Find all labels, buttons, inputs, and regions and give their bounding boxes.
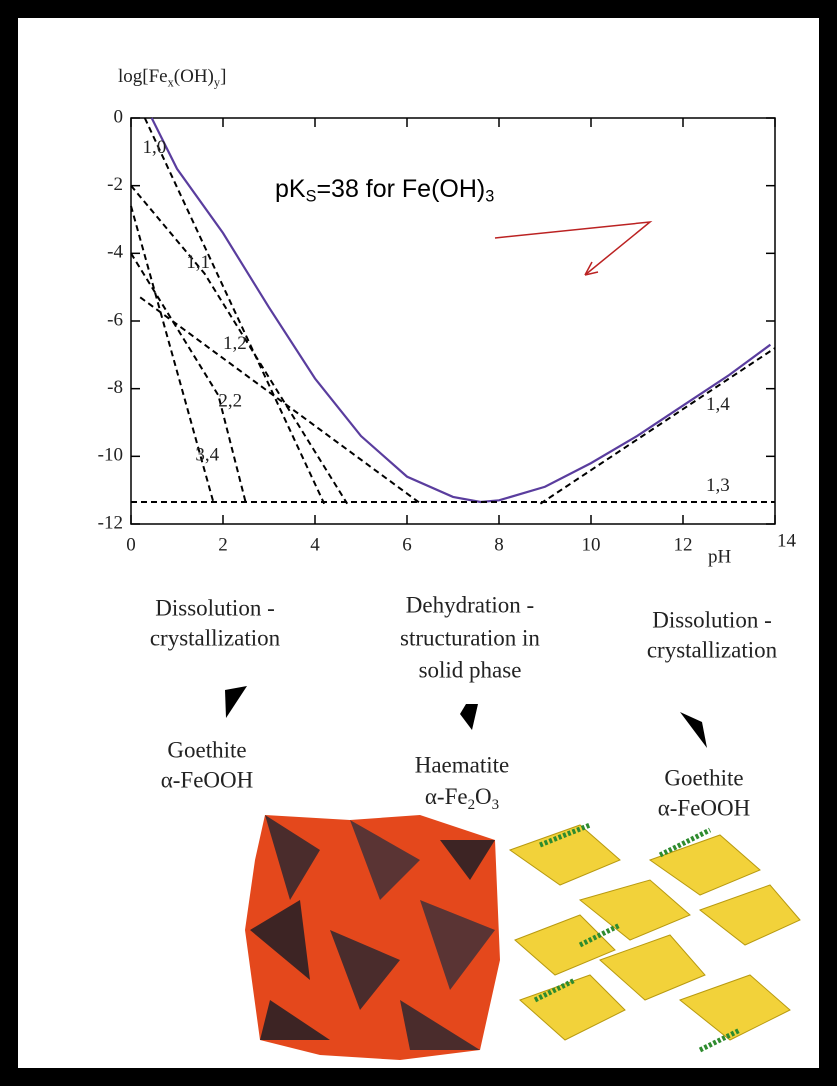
line-label: 1,2 [223, 333, 247, 354]
product-text: α-FeOOH [658, 795, 751, 820]
line-label: 1,4 [706, 394, 730, 415]
process-text: Dissolution - [652, 607, 771, 632]
process-text: structuration in [400, 625, 540, 650]
solubility-curve [150, 117, 772, 504]
subscript: 3 [485, 188, 494, 206]
arrow-head [584, 271, 599, 276]
process-text: crystallization [150, 625, 281, 650]
x-axis-label: pH [708, 546, 732, 567]
arrow-head [584, 261, 593, 276]
haematite-structure [245, 815, 500, 1060]
y-axis-label: log[Fex(OH)y] [118, 66, 226, 89]
dashed-line [130, 252, 247, 504]
text-part: (OH) [174, 66, 214, 87]
text-part: log[Fe [118, 66, 168, 87]
arrow [225, 686, 247, 718]
line-label: 2,2 [218, 391, 242, 412]
y-tick-label: -2 [107, 174, 123, 195]
product-text: α-FeOOH [161, 767, 254, 792]
y-tick-label: -6 [107, 309, 123, 330]
x-tick-label: 12 [674, 534, 693, 555]
dashed-line [139, 296, 422, 505]
dashed-line [539, 347, 776, 505]
dashed-line [130, 185, 349, 505]
subscript: S [306, 188, 317, 206]
x-tick-label: 14 [777, 530, 797, 551]
y-tick-label: -4 [107, 242, 123, 263]
process-text: Dehydration - [406, 592, 534, 617]
y-tick-label: 0 [114, 106, 124, 127]
subscript: x [168, 76, 175, 90]
subscript: 3 [492, 797, 499, 813]
x-tick-label: 2 [218, 534, 228, 555]
text-part: O [475, 784, 492, 809]
x-tick-label: 8 [494, 534, 504, 555]
x-tick-label: 10 [582, 534, 601, 555]
process-text: solid phase [419, 657, 522, 682]
text-part: =38 for Fe(OH) [316, 175, 485, 203]
text-part: ] [220, 66, 226, 87]
subscript: 2 [468, 797, 475, 813]
dashed-line [130, 205, 215, 504]
product-text: Haematite [415, 752, 510, 777]
y-tick-label: -8 [107, 377, 123, 398]
down-arrows [225, 686, 707, 748]
goethite-structure [508, 822, 801, 1053]
product-text: α-Fe2O3 [425, 784, 499, 813]
y-tick-label: -12 [98, 512, 123, 533]
process-text: Dissolution - [155, 595, 274, 620]
arrow [460, 704, 478, 730]
process-text: crystallization [647, 637, 778, 662]
x-tick-label: 0 [126, 534, 136, 555]
product-text: Goethite [167, 737, 246, 762]
x-tick-label: 6 [402, 534, 412, 555]
y-tick-label: -10 [98, 445, 123, 466]
line-label: 1,3 [706, 475, 730, 496]
x-tick-label: 4 [310, 534, 320, 555]
text-part: pK [275, 175, 306, 203]
text-part: α-Fe [425, 784, 468, 809]
product-text: Goethite [664, 765, 743, 790]
annotation-arrow [494, 220, 653, 276]
dashed-line [143, 117, 326, 505]
line-label: 3,4 [195, 445, 219, 466]
arrow [680, 712, 707, 748]
subscript: y [214, 76, 221, 90]
annotation: pKS=38 for Fe(OH)3 [275, 175, 494, 206]
line-label: 1,0 [143, 137, 167, 158]
line-label: 1,1 [186, 252, 210, 273]
